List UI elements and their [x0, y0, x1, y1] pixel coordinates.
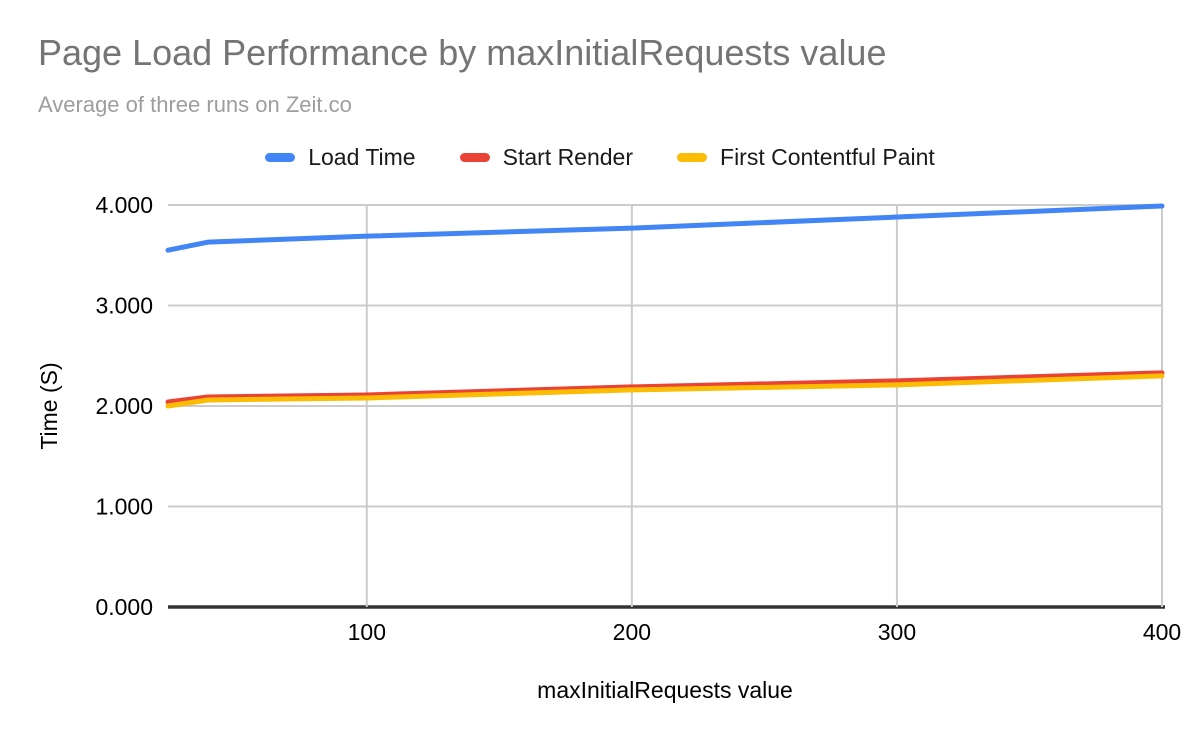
legend-label: Start Render [502, 144, 634, 170]
x-axis-title: maxInitialRequests value [537, 677, 793, 703]
chart-legend: Load Time Start Render First Contentful Pa… [0, 144, 1200, 171]
legend-item-first-contentful-paint: First Contentful Paint [677, 144, 935, 171]
y-axis-title: Time (S) [36, 362, 62, 449]
series-line-first-contentful-paint [165, 373, 1165, 409]
x-tick-label: 400 [1143, 619, 1181, 645]
series-line-load-time [165, 203, 1165, 253]
chart-title: Page Load Performance by maxInitialReque… [38, 32, 887, 73]
legend-item-load-time: Load Time [265, 144, 416, 171]
x-tick-label: 100 [348, 619, 386, 645]
x-tick-label: 200 [613, 619, 651, 645]
legend-swatch-icon [459, 153, 490, 162]
legend-swatch-icon [677, 153, 708, 162]
chart-subtitle: Average of three runs on Zeit.co [38, 92, 352, 117]
x-tick-label: 300 [878, 619, 916, 645]
y-tick-label: 4.000 [95, 192, 153, 218]
legend-item-start-render: Start Render [459, 144, 634, 171]
y-tick-label: 1.000 [95, 494, 153, 520]
legend-label: Load Time [308, 144, 416, 170]
y-tick-label: 3.000 [95, 293, 153, 319]
series-line-start-render [165, 370, 1165, 405]
legend-label: First Contentful Paint [720, 144, 935, 170]
legend-swatch-icon [265, 153, 296, 162]
y-tick-label: 0.000 [95, 594, 153, 620]
y-tick-label: 2.000 [95, 393, 153, 419]
